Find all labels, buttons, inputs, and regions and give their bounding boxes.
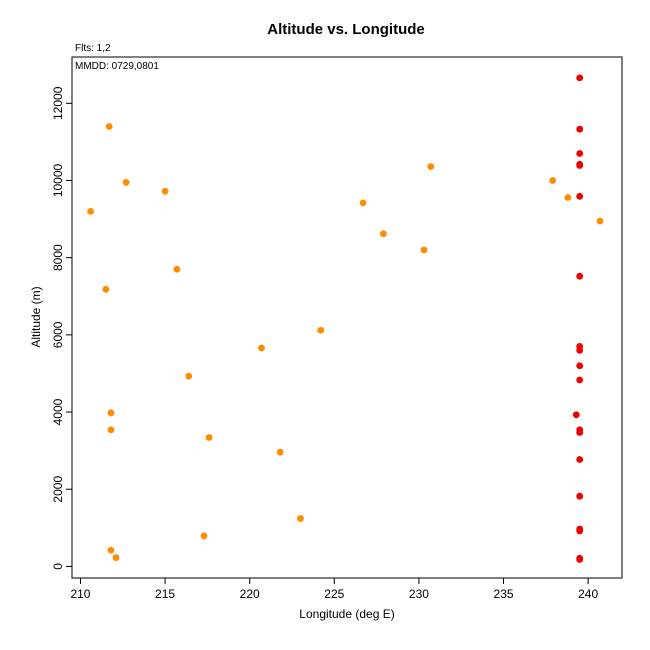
data-point bbox=[576, 456, 584, 463]
date-annotation: MMDD: 0729,0801 bbox=[75, 61, 159, 72]
data-point bbox=[576, 272, 584, 280]
data-point bbox=[427, 163, 435, 171]
data-point bbox=[317, 326, 325, 334]
data-point bbox=[105, 123, 113, 130]
data-point bbox=[205, 434, 213, 441]
data-point bbox=[576, 429, 584, 436]
data-point bbox=[122, 179, 130, 186]
data-point bbox=[185, 372, 193, 380]
y-axis: 0 2000 4000 6000 8000 10000 12000 bbox=[51, 86, 72, 570]
data-point bbox=[420, 246, 428, 254]
data-point bbox=[297, 515, 304, 522]
y-tick-label: 10000 bbox=[51, 163, 65, 197]
data-point bbox=[102, 285, 110, 293]
y-tick-label: 12000 bbox=[51, 86, 65, 120]
data-point bbox=[576, 74, 584, 82]
data-points bbox=[87, 74, 604, 563]
flights-annotation: Flts: 1,2 bbox=[75, 43, 111, 54]
y-axis-label: Altitude (m) bbox=[29, 286, 43, 347]
y-tick-label: 6000 bbox=[51, 321, 65, 348]
y-tick-label: 8000 bbox=[51, 244, 65, 271]
data-point bbox=[576, 527, 584, 535]
y-tick-label: 0 bbox=[51, 563, 65, 570]
data-point bbox=[200, 532, 208, 540]
data-point bbox=[596, 217, 604, 225]
data-point bbox=[576, 362, 584, 370]
x-tick-label: 225 bbox=[324, 587, 344, 601]
y-tick-label: 2000 bbox=[51, 476, 65, 503]
data-point bbox=[564, 194, 572, 201]
x-tick-label: 235 bbox=[494, 587, 514, 601]
x-axis-label: Longitude (deg E) bbox=[299, 607, 394, 621]
data-point bbox=[276, 448, 284, 456]
data-point bbox=[576, 492, 584, 500]
plot-frame bbox=[71, 56, 623, 579]
data-point bbox=[572, 411, 580, 419]
x-tick-label: 240 bbox=[578, 587, 598, 601]
data-point bbox=[576, 192, 584, 200]
data-point bbox=[107, 409, 115, 417]
x-tick-label: 210 bbox=[70, 587, 90, 601]
y-tick-label: 4000 bbox=[51, 398, 65, 425]
data-point bbox=[576, 556, 584, 563]
x-tick-label: 220 bbox=[240, 587, 260, 601]
x-tick-label: 215 bbox=[155, 587, 175, 601]
chart-title: Altitude vs. Longitude bbox=[267, 21, 425, 38]
data-point bbox=[576, 162, 584, 169]
data-point bbox=[258, 344, 265, 352]
data-point bbox=[576, 376, 584, 384]
x-axis: 210 215 220 225 230 235 240 bbox=[70, 578, 598, 601]
data-point bbox=[576, 346, 584, 354]
data-point bbox=[379, 230, 387, 238]
data-point bbox=[107, 546, 115, 554]
data-point bbox=[112, 554, 120, 561]
data-point bbox=[359, 199, 367, 207]
x-tick-label: 230 bbox=[409, 587, 429, 601]
data-point bbox=[87, 207, 95, 215]
data-point bbox=[549, 177, 557, 184]
data-point bbox=[161, 187, 169, 195]
data-point bbox=[173, 265, 181, 273]
data-point bbox=[576, 125, 584, 133]
data-point bbox=[576, 150, 584, 157]
data-point bbox=[107, 426, 115, 434]
